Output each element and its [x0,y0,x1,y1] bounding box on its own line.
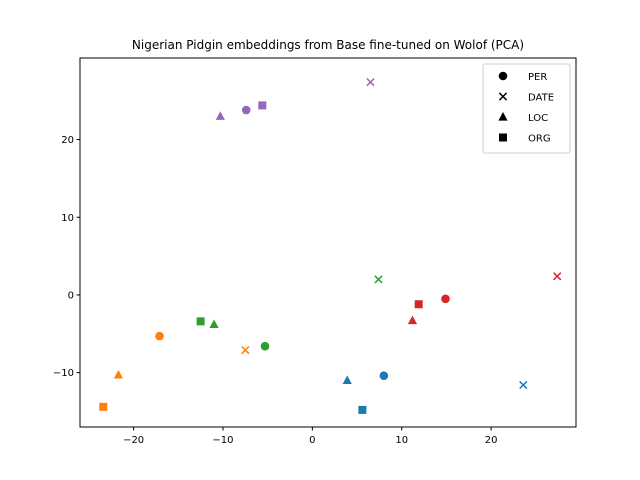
legend-marker-square [499,133,507,142]
data-point-triangle [215,111,225,120]
data-point-square [358,405,367,414]
data-point-x [366,77,375,87]
x-tick-label: 0 [309,435,315,446]
data-point-triangle [342,375,352,384]
legend-label: LOC [528,113,548,124]
data-point-square [99,402,108,411]
plot-area [99,77,562,414]
x-tick-label: −20 [123,435,144,446]
legend-marker-x [498,92,508,101]
y-tick-label: 20 [61,135,74,146]
data-point-x [553,272,562,281]
axes-frame [79,57,577,428]
data-point-square [258,101,267,110]
legend-label: ORG [528,134,551,145]
chart-title: Nigerian Pidgin embeddings from Base fin… [132,38,524,52]
data-point-circle [155,331,164,341]
data-point-x [519,380,528,390]
data-point-circle [241,105,251,115]
x-tick-label: 10 [395,435,408,446]
data-point-triangle [113,369,124,379]
x-tick-label: −10 [212,435,233,446]
data-point-circle [260,341,270,351]
data-point-x [241,345,250,355]
legend-label: PER [528,72,547,83]
data-point-triangle [407,315,418,325]
data-point-circle [441,294,450,304]
y-axis: −10 0 10 20 [53,135,80,379]
data-point-square [196,317,205,326]
y-tick-label: −10 [53,368,74,379]
data-point-x [374,275,383,284]
y-tick-label: 10 [61,213,74,224]
data-point-circle [379,371,389,381]
legend-label: DATE [528,93,554,104]
legend-marker-circle [498,71,508,81]
x-axis: −20 −10 0 10 20 [123,427,497,446]
data-point-square [414,300,423,309]
legend-box [482,63,571,154]
data-point-triangle [209,319,219,329]
x-tick-label: 20 [485,435,498,446]
legend-marker-triangle [498,112,508,121]
y-tick-label: 0 [68,290,74,301]
legend: PER DATE LOC ORG [482,63,571,154]
